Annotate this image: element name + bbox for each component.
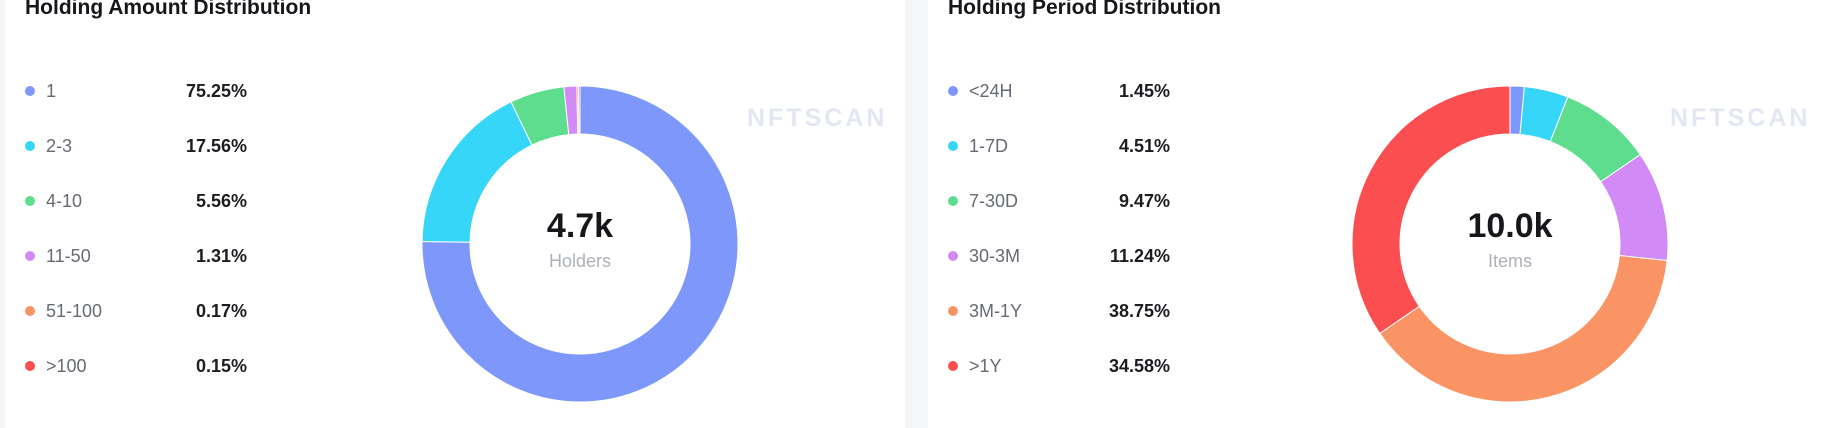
legend-label: 7-30D bbox=[969, 191, 1019, 211]
panel-title: Holding Amount Distribution bbox=[25, 0, 312, 19]
legend-label: 2-3 bbox=[46, 136, 73, 156]
legend-dot bbox=[948, 251, 958, 261]
legend-item[interactable]: 3M-1Y 38.75% bbox=[948, 293, 1170, 348]
center-label: Items bbox=[1487, 251, 1532, 271]
center-value: 10.0k bbox=[1467, 207, 1553, 245]
legend-label: 1-7D bbox=[969, 136, 1009, 156]
donut-center: 4.7k Holders bbox=[420, 206, 740, 273]
legend-item[interactable]: >100 0.15% bbox=[25, 348, 247, 403]
donut-slice-5[interactable] bbox=[1379, 254, 1668, 403]
legend-value: 38.75% bbox=[1108, 301, 1170, 321]
legend-dot bbox=[25, 86, 35, 96]
legend-dot bbox=[25, 141, 35, 151]
legend-item[interactable]: 4-10 5.56% bbox=[25, 183, 247, 238]
legend-item[interactable]: 11-50 1.31% bbox=[25, 238, 247, 293]
legend-dot bbox=[948, 306, 958, 316]
legend-value: 0.15% bbox=[195, 356, 247, 376]
legend-label: 1 bbox=[46, 81, 57, 101]
legend-value: 34.58% bbox=[1108, 356, 1170, 376]
legend-dot bbox=[948, 141, 958, 151]
donut-center: 10.0k Items bbox=[1350, 206, 1670, 273]
legend-dot bbox=[25, 306, 35, 316]
legend-item[interactable]: 2-3 17.56% bbox=[25, 128, 247, 183]
legend-item[interactable]: 1 75.25% bbox=[25, 73, 247, 128]
legend-value: 0.17% bbox=[195, 301, 247, 321]
legend-label: >1Y bbox=[969, 356, 1002, 376]
panel-title: Holding Period Distribution bbox=[948, 0, 1221, 19]
legend-item[interactable]: <24H 1.45% bbox=[948, 73, 1170, 128]
watermark-logo: NFTSCAN bbox=[747, 104, 888, 132]
legend-value: 11.24% bbox=[1109, 246, 1170, 266]
legend-item[interactable]: 30-3M 11.24% bbox=[948, 238, 1170, 293]
legend-item[interactable]: 1-7D 4.51% bbox=[948, 128, 1170, 183]
legend-label: 30-3M bbox=[969, 246, 1021, 266]
legend-label: 4-10 bbox=[46, 191, 83, 211]
legend: 1 75.25% 2-3 17.56% 4-10 5.56% 11-50 1.3… bbox=[25, 73, 247, 403]
legend-value: 5.56% bbox=[195, 191, 247, 211]
legend-dot bbox=[948, 361, 958, 371]
legend-value: 75.25% bbox=[185, 81, 247, 101]
legend: <24H 1.45% 1-7D 4.51% 7-30D 9.47% 30-3M … bbox=[948, 73, 1170, 403]
legend-item[interactable]: 7-30D 9.47% bbox=[948, 183, 1170, 238]
legend-dot bbox=[25, 361, 35, 371]
legend-dot bbox=[25, 196, 35, 206]
legend-value: 1.31% bbox=[195, 246, 247, 266]
holding-period-panel: Holding Period Distribution <24H 1.45% 1… bbox=[928, 0, 1824, 428]
legend-dot bbox=[25, 251, 35, 261]
legend-value: 1.45% bbox=[1118, 81, 1170, 101]
legend-dot bbox=[948, 196, 958, 206]
legend-item[interactable]: 51-100 0.17% bbox=[25, 293, 247, 348]
legend-label: 11-50 bbox=[46, 246, 91, 266]
legend-label: <24H bbox=[969, 81, 1013, 101]
donut-slice-6[interactable] bbox=[1351, 85, 1511, 335]
legend-value: 4.51% bbox=[1118, 136, 1170, 156]
legend-dot bbox=[948, 86, 958, 96]
legend-value: 9.47% bbox=[1118, 191, 1170, 211]
center-label: Holders bbox=[548, 251, 612, 271]
legend-label: 3M-1Y bbox=[969, 301, 1023, 321]
legend-label: 51-100 bbox=[46, 301, 103, 321]
donut-chart bbox=[1351, 85, 1669, 403]
legend-label: >100 bbox=[46, 356, 87, 376]
holding-amount-panel: Holding Amount Distribution 1 75.25% 2-3… bbox=[5, 0, 905, 428]
legend-value: 17.56% bbox=[185, 136, 247, 156]
center-value: 4.7k bbox=[546, 207, 614, 245]
legend-item[interactable]: >1Y 34.58% bbox=[948, 348, 1170, 403]
donut-chart bbox=[421, 85, 739, 403]
donut-slice-1[interactable] bbox=[421, 85, 739, 403]
watermark-logo: NFTSCAN bbox=[1670, 104, 1811, 132]
donut-slice-6[interactable] bbox=[578, 85, 581, 135]
